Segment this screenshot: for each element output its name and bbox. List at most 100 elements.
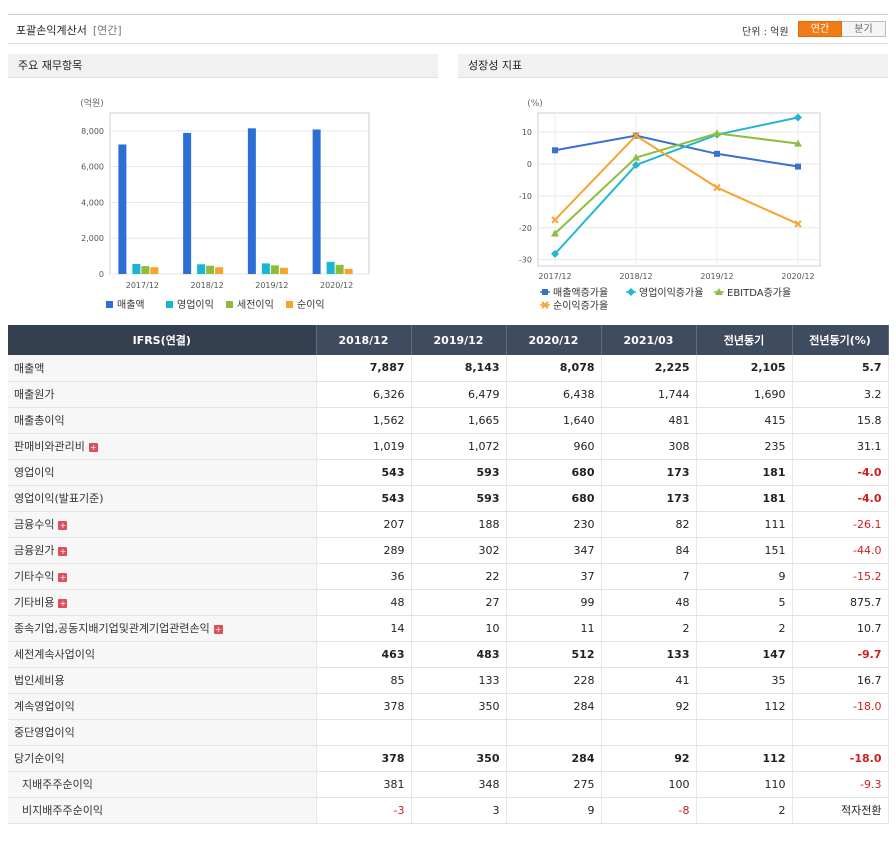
value-cell: 48 xyxy=(316,589,412,616)
y-tick-label: 0 xyxy=(527,160,532,169)
value-cell: 1,640 xyxy=(506,407,602,434)
row-label-text: 매출액 xyxy=(14,361,45,375)
row-label[interactable]: 금융원가 + xyxy=(8,537,317,564)
row-label[interactable]: 종속기업,공동지배기업및관계기업관련손익 + xyxy=(8,615,317,642)
point-marker xyxy=(794,113,802,122)
row-label[interactable]: 금융수익 + xyxy=(8,511,317,538)
point-marker xyxy=(551,216,559,224)
value-cell: 593 xyxy=(411,459,507,486)
row-label-text: 종속기업,공동지배기업및관계기업관련손익 xyxy=(14,622,210,635)
value-cell xyxy=(506,719,602,746)
tab-annual[interactable]: 연간 xyxy=(798,21,842,37)
tab-quarterly[interactable]: 분기 xyxy=(842,21,886,37)
value-cell: 2 xyxy=(601,615,697,642)
value-cell: 27 xyxy=(411,589,507,616)
x-tick-label: 2018/12 xyxy=(619,272,652,281)
value-cell: 228 xyxy=(506,667,602,694)
expand-plus-icon[interactable]: + xyxy=(88,442,98,452)
value-cell: 463 xyxy=(316,641,412,668)
value-cell: 284 xyxy=(506,693,602,720)
table-row: 판매비와관리비 +1,019 1,072 960 308 235 31.1 xyxy=(8,433,889,460)
value-cell: 100 xyxy=(601,771,697,798)
value-cell: 1,690 xyxy=(696,381,793,408)
row-label-text: 법인세비용 xyxy=(14,674,65,687)
bar-순이익 xyxy=(215,267,224,274)
table-row: 금융원가 +289 302 347 84 151 -44.0 xyxy=(8,537,889,564)
row-label: 계속영업이익 xyxy=(8,693,317,720)
row-label-text: 금융원가 xyxy=(14,544,55,557)
yoy-percent-cell: -18.0 xyxy=(792,693,889,720)
expand-plus-icon[interactable]: + xyxy=(213,624,223,634)
bar-세전이익 xyxy=(141,266,150,274)
value-cell xyxy=(411,719,507,746)
value-cell: 275 xyxy=(506,771,602,798)
bar-영업이익 xyxy=(326,261,335,274)
row-label: 영업이익(발표기준) xyxy=(8,485,317,512)
value-cell: 2,105 xyxy=(696,355,793,382)
value-cell: 92 xyxy=(601,745,697,772)
value-cell: 2 xyxy=(696,615,793,642)
x-tick-label: 2019/12 xyxy=(700,272,733,281)
legend-swatch xyxy=(106,301,113,308)
yoy-percent-cell: 31.1 xyxy=(792,433,889,460)
yoy-percent-cell: 3.2 xyxy=(792,381,889,408)
value-cell: 37 xyxy=(506,563,602,590)
row-label[interactable]: 판매비와관리비 + xyxy=(8,433,317,460)
y-tick-label: -30 xyxy=(519,256,532,265)
value-cell: 378 xyxy=(316,693,412,720)
point-marker xyxy=(551,229,559,237)
column-header: 2019/12 xyxy=(411,325,507,355)
row-label-text: 금융수익 xyxy=(14,518,55,531)
value-cell: 111 xyxy=(696,511,793,538)
expand-plus-icon[interactable]: + xyxy=(58,546,68,556)
value-cell: 6,438 xyxy=(506,381,602,408)
table-row: 비지배주주순이익 -3 3 9 -8 2 적자전환 xyxy=(8,797,889,824)
value-cell: 48 xyxy=(601,589,697,616)
series-line-영업이익증가율 xyxy=(554,116,799,255)
row-label: 세전계속사업이익 xyxy=(8,641,317,668)
table-row: 당기순이익 378 350 284 92 112 -18.0 xyxy=(8,745,889,772)
value-cell: 481 xyxy=(601,407,697,434)
statement-title: 포괄손익계산서 [연간] xyxy=(16,22,122,38)
table-row: 매출총이익 1,562 1,665 1,640 481 415 15.8 xyxy=(8,407,889,434)
yoy-percent-cell: 16.7 xyxy=(792,667,889,694)
plot-area xyxy=(109,112,370,275)
value-cell: 6,326 xyxy=(316,381,412,408)
column-header: 2021/03 xyxy=(601,325,697,355)
yoy-percent-cell: -4.0 xyxy=(792,485,889,512)
bar-영업이익 xyxy=(261,263,270,274)
expand-plus-icon[interactable]: + xyxy=(58,598,68,608)
value-cell: 151 xyxy=(696,537,793,564)
value-cell: -8 xyxy=(601,797,697,824)
statement-title-text: 포괄손익계산서 xyxy=(16,24,87,37)
row-label-text: 비지배주주순이익 xyxy=(22,804,103,817)
value-cell: 381 xyxy=(316,771,412,798)
point-marker xyxy=(632,131,640,140)
value-cell: 181 xyxy=(696,485,793,512)
point-marker xyxy=(552,147,558,154)
table-row: 매출액 7,887 8,143 8,078 2,225 2,105 5.7 xyxy=(8,355,889,382)
expand-plus-icon[interactable]: + xyxy=(58,520,68,530)
value-cell: 6,479 xyxy=(411,381,507,408)
bar-영업이익 xyxy=(197,264,206,274)
value-cell: 8,078 xyxy=(506,355,602,382)
bar-세전이익 xyxy=(206,265,215,274)
point-marker xyxy=(794,139,802,147)
point-marker xyxy=(713,129,721,137)
table-body: 매출액 7,887 8,143 8,078 2,225 2,105 5.7 매출원가 6,326… xyxy=(8,355,889,824)
row-label[interactable]: 기타비용 + xyxy=(8,589,317,616)
value-cell: 415 xyxy=(696,407,793,434)
row-label[interactable]: 기타수익 + xyxy=(8,563,317,590)
column-header: 전년동기(%) xyxy=(792,325,889,355)
expand-plus-icon[interactable]: + xyxy=(58,572,68,582)
row-label: 매출원가 xyxy=(8,381,317,408)
bar-순이익 xyxy=(344,268,353,274)
row-label: 영업이익 xyxy=(8,459,317,486)
value-cell: 350 xyxy=(411,745,507,772)
value-cell: 378 xyxy=(316,745,412,772)
value-cell xyxy=(316,719,412,746)
table-row: 기타수익 +36 22 37 7 9 -15.2 xyxy=(8,563,889,590)
legend-label: 매출액 xyxy=(117,299,145,311)
value-cell: 112 xyxy=(696,745,793,772)
value-cell: 593 xyxy=(411,485,507,512)
